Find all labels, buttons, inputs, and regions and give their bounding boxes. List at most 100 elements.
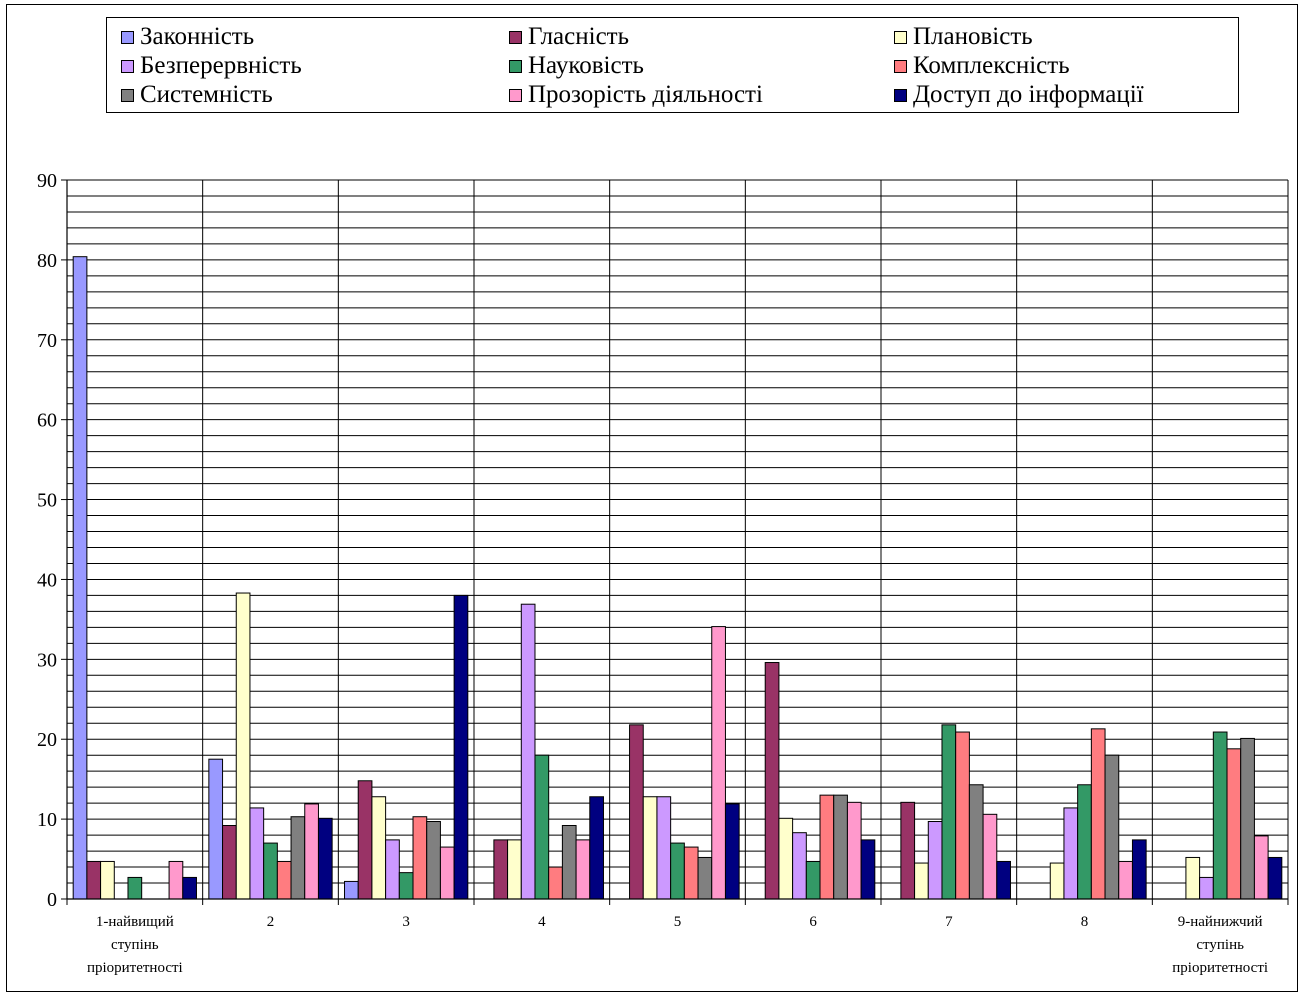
x-tick-label: ступінь <box>111 937 159 953</box>
bar <box>683 846 699 900</box>
bar <box>1185 856 1201 900</box>
x-tick-label: 3 <box>402 914 410 930</box>
bar <box>955 731 970 900</box>
legend-label: Комплексність <box>913 52 1070 79</box>
legend-swatch <box>894 30 907 44</box>
legend-label: Доступ до інформації <box>913 81 1144 108</box>
bar <box>344 880 359 900</box>
legend-swatch <box>894 88 907 102</box>
bar <box>439 846 455 900</box>
legend-label: Плановість <box>913 23 1033 50</box>
bar <box>127 876 143 900</box>
bar <box>168 860 184 900</box>
chart-frame <box>6 4 1298 992</box>
bar <box>1077 784 1092 900</box>
x-tick-label: 2 <box>267 914 275 930</box>
legend-label: Безперервність <box>140 52 302 79</box>
bar <box>792 832 807 900</box>
legend-label: Законність <box>140 23 255 50</box>
bar <box>561 825 577 900</box>
y-tick-label: 20 <box>37 729 57 751</box>
bar <box>711 626 726 900</box>
bar <box>805 860 821 900</box>
bar <box>1226 748 1242 900</box>
bar <box>670 842 685 900</box>
bar <box>642 796 658 900</box>
legend-label: Науковість <box>528 52 644 79</box>
x-tick-label: 5 <box>674 914 682 930</box>
legend-swatch <box>121 30 134 44</box>
legend-swatch <box>121 59 134 73</box>
legend-item: Прозорість діяльності <box>509 81 763 109</box>
bar <box>1240 737 1255 900</box>
legend-item: Системність <box>121 81 273 109</box>
x-tick-label: 4 <box>538 914 546 930</box>
y-tick-label: 60 <box>37 410 57 432</box>
legend-item: Доступ до інформації <box>894 81 1144 109</box>
bar <box>385 839 400 900</box>
bar <box>317 817 333 900</box>
bar <box>290 816 306 900</box>
bar <box>1090 728 1106 900</box>
legend-swatch <box>509 30 522 44</box>
bar <box>764 662 780 900</box>
x-tick-label: 6 <box>809 914 817 930</box>
bar <box>833 794 848 900</box>
bar <box>507 839 522 900</box>
bar <box>846 801 862 900</box>
legend-label: Системність <box>140 81 273 108</box>
bar <box>778 817 794 900</box>
bar <box>982 813 998 900</box>
bar <box>724 803 740 900</box>
legend-swatch <box>509 88 522 102</box>
bar <box>941 724 957 900</box>
x-tick-label: 7 <box>945 914 953 930</box>
bar <box>1253 835 1269 900</box>
legend-item: Законність <box>121 23 254 51</box>
bar <box>182 876 197 900</box>
bar <box>1267 856 1283 900</box>
bar <box>249 807 265 900</box>
bar <box>276 860 292 900</box>
bar <box>304 803 319 900</box>
bar <box>520 603 536 900</box>
bar <box>1104 754 1120 900</box>
y-tick-label: 30 <box>37 649 57 671</box>
bar <box>426 821 441 900</box>
bar <box>357 780 373 900</box>
legend-item: Плановість <box>894 23 1033 51</box>
legend-item: Гласність <box>509 23 629 51</box>
bar <box>900 801 916 900</box>
bar <box>534 754 550 900</box>
y-tick-label: 10 <box>37 809 57 831</box>
bar <box>927 821 943 900</box>
bar <box>1199 876 1214 900</box>
bar <box>589 796 604 900</box>
x-tick-label: 1-найвищий <box>96 914 174 930</box>
legend-item: Комплексність <box>894 52 1070 80</box>
bar <box>453 594 469 900</box>
bar <box>72 256 88 900</box>
bar <box>860 839 876 900</box>
bar <box>656 796 672 900</box>
bar <box>493 839 509 900</box>
bar <box>968 784 984 900</box>
y-tick-label: 40 <box>37 569 57 591</box>
legend-swatch <box>121 88 134 102</box>
bar <box>412 816 428 900</box>
legend-item: Безперервність <box>121 52 302 80</box>
bar <box>629 724 644 900</box>
legend-swatch <box>509 59 522 73</box>
y-tick-label: 0 <box>47 889 57 911</box>
bar <box>263 842 278 900</box>
bar <box>1049 862 1065 900</box>
legend-swatch <box>894 59 907 73</box>
bar <box>575 839 591 900</box>
bar <box>100 860 115 900</box>
y-tick-label: 70 <box>37 330 57 352</box>
bar <box>398 872 414 900</box>
y-tick-label: 50 <box>37 490 57 512</box>
bar <box>222 825 237 900</box>
bar <box>996 860 1011 900</box>
y-tick-label: 90 <box>37 170 57 192</box>
